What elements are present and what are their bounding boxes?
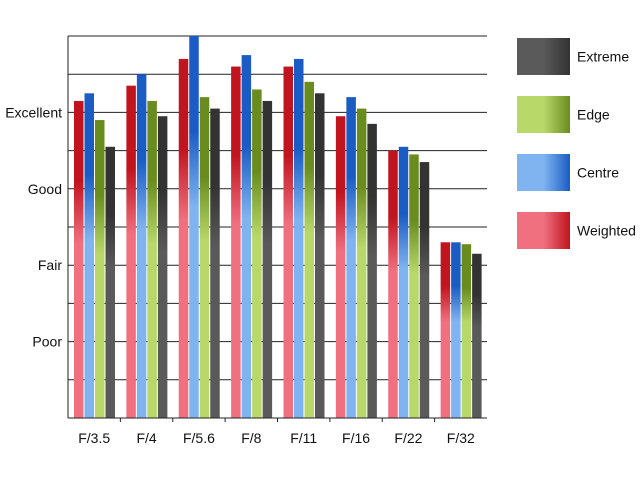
bar-centre-4 bbox=[241, 55, 252, 418]
x-tick-label: F/8 bbox=[241, 430, 261, 446]
y-tick-label: Good bbox=[28, 181, 62, 197]
bar-edge-3 bbox=[199, 97, 210, 419]
legend-swatch-weighted bbox=[517, 212, 570, 249]
bar-weighted-6 bbox=[335, 116, 346, 418]
bar-centre-8 bbox=[451, 242, 461, 418]
bar-weighted-4 bbox=[231, 66, 241, 418]
bar-centre-3 bbox=[189, 36, 199, 418]
x-tick-label: F/16 bbox=[342, 430, 370, 446]
bar-extreme-2 bbox=[157, 116, 168, 418]
bar-weighted-7 bbox=[388, 150, 398, 418]
x-tick-label: F/3.5 bbox=[78, 430, 110, 446]
x-tick-label: F/11 bbox=[290, 430, 317, 446]
x-tick-label: F/4 bbox=[136, 430, 156, 446]
bar-extreme-3 bbox=[210, 108, 220, 418]
bar-weighted-8 bbox=[440, 242, 451, 418]
axes bbox=[67, 36, 487, 422]
bar-extreme-8 bbox=[472, 253, 482, 418]
bar-edge-1 bbox=[95, 120, 105, 418]
y-tick-labels: Poor Fair Good Excellent bbox=[5, 104, 62, 349]
bar-edge-7 bbox=[409, 154, 419, 419]
bar-centre-6 bbox=[346, 97, 356, 419]
legend-label-extreme: Extreme bbox=[577, 49, 629, 65]
bar-centre-7 bbox=[398, 146, 409, 418]
bars bbox=[74, 36, 482, 419]
legend-swatch-centre bbox=[517, 154, 570, 191]
bar-weighted-3 bbox=[178, 58, 189, 419]
bar-centre-2 bbox=[136, 74, 147, 418]
bar-edge-8 bbox=[461, 244, 472, 418]
bar-edge-4 bbox=[252, 89, 262, 418]
legend-label-centre: Centre bbox=[577, 165, 619, 181]
bar-edge-2 bbox=[147, 100, 157, 418]
bar-edge-6 bbox=[356, 108, 367, 418]
bar-centre-1 bbox=[84, 93, 94, 419]
legend-label-edge: Edge bbox=[577, 107, 610, 123]
bar-weighted-1 bbox=[74, 100, 84, 418]
x-tick-label: F/32 bbox=[447, 430, 475, 446]
bar-edge-5 bbox=[304, 81, 314, 418]
bar-extreme-7 bbox=[419, 162, 430, 418]
y-tick-label: Excellent bbox=[5, 104, 62, 120]
legend-swatch-edge bbox=[517, 96, 570, 133]
bar-extreme-1 bbox=[105, 146, 115, 418]
x-tick-labels: F/3.5 F/4 F/5.6 F/8 F/11 F/16 F/22 F/32 bbox=[78, 430, 475, 446]
bar-centre-5 bbox=[294, 58, 304, 419]
x-tick-label: F/22 bbox=[394, 430, 422, 446]
bar-extreme-6 bbox=[367, 123, 377, 419]
bar-extreme-4 bbox=[262, 100, 273, 418]
bar-weighted-5 bbox=[283, 66, 293, 418]
y-tick-label: Poor bbox=[32, 334, 62, 350]
bar-weighted-2 bbox=[126, 85, 136, 418]
bar-extreme-5 bbox=[315, 93, 325, 419]
legend-label-weighted: Weighted bbox=[577, 223, 636, 239]
y-tick-label: Fair bbox=[38, 257, 62, 273]
legend-swatch-extreme bbox=[517, 38, 570, 75]
legend: Extreme Edge Centre Weighted bbox=[517, 38, 636, 249]
x-tick-label: F/5.6 bbox=[183, 430, 215, 446]
